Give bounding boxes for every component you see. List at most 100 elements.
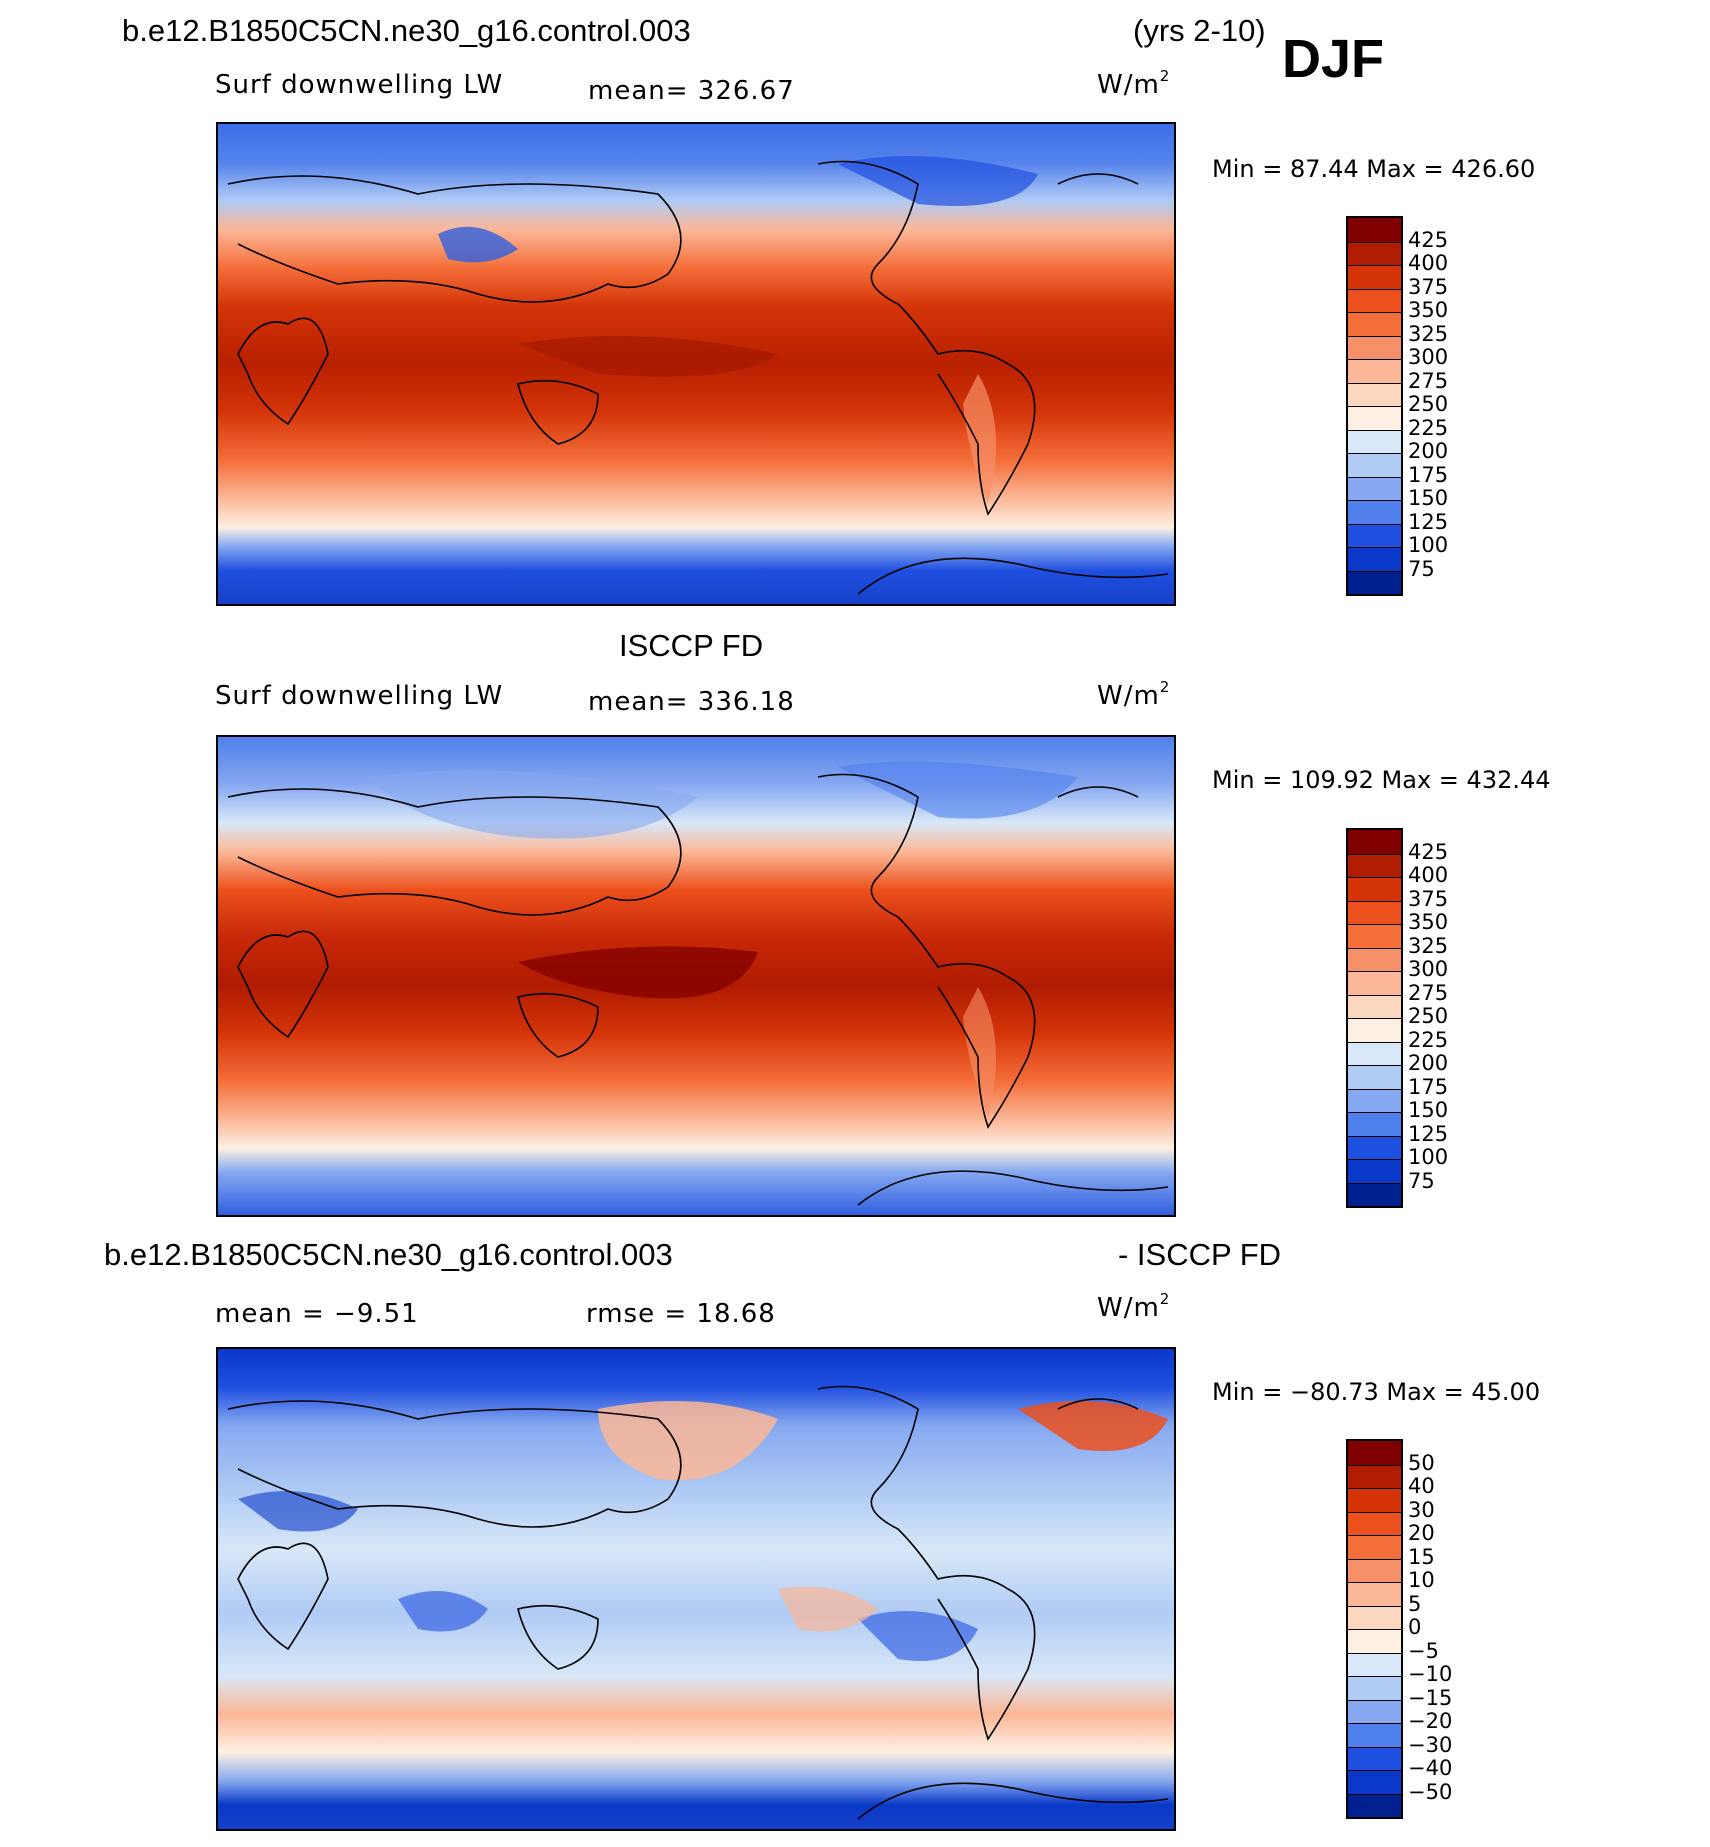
colorbar-tick-label: 40 [1408, 1474, 1435, 1498]
colorbar-tick-label: 0 [1408, 1615, 1422, 1639]
colorbar-tick-label: 15 [1408, 1544, 1435, 1569]
panel1-minmax: Min = 87.44 Max = 426.60 [1212, 155, 1536, 183]
panel3-units: W/m2 [1097, 1290, 1171, 1323]
colorbar-tick-label: 125 [1408, 509, 1449, 534]
colorbar-tick-label: 200 [1408, 1051, 1449, 1075]
season-label: DJF [1282, 29, 1385, 89]
colorbar-segment [1348, 1488, 1401, 1512]
colorbar-tick-label: 425 [1408, 839, 1449, 864]
panel3-mean: mean = −9.51 [215, 1299, 419, 1329]
colorbar-tick-label: −40 [1408, 1756, 1453, 1780]
colorbar-segment [1348, 924, 1401, 948]
model-lw-map [218, 124, 1174, 604]
colorbar-segment [1348, 218, 1401, 242]
colorbar-tick-label: 150 [1408, 1098, 1449, 1122]
colorbar-segment [1348, 1135, 1401, 1159]
colorbar-segment [1348, 1723, 1401, 1747]
panel3-minmax: Min = −80.73 Max = 45.00 [1212, 1378, 1541, 1406]
colorbar-segment [1348, 994, 1401, 1018]
colorbar-tick-label: −50 [1408, 1779, 1453, 1804]
colorbar-tick-label: 250 [1408, 392, 1449, 416]
colorbar-segment [1348, 1582, 1401, 1606]
colorbar-tick-label: 325 [1408, 321, 1449, 346]
panel3-rmse: rmse = 18.68 [586, 1299, 776, 1329]
colorbar-segment [1348, 1464, 1401, 1488]
colorbar-tick-label: 200 [1408, 439, 1449, 463]
colorbar-segment [1348, 1112, 1401, 1136]
colorbar-tick-label: 30 [1408, 1497, 1435, 1522]
panel2-map [216, 735, 1176, 1217]
colorbar-tick-label: 75 [1408, 1168, 1435, 1193]
colorbar-segment [1348, 547, 1401, 571]
colorbar-segment [1348, 830, 1401, 854]
colorbar-segment [1348, 971, 1401, 995]
colorbar-segment [1348, 853, 1401, 877]
colorbar-tick-label: −15 [1408, 1685, 1453, 1710]
colorbar-tick-label: 400 [1408, 863, 1449, 887]
colorbar-segment [1348, 1065, 1401, 1089]
diff-lw-map [218, 1349, 1174, 1829]
colorbar-segment [1348, 1605, 1401, 1629]
colorbar-tick-label: 275 [1408, 980, 1449, 1005]
colorbar-tick-label: 400 [1408, 251, 1449, 275]
panel2-title: ISCCP FD [619, 628, 764, 663]
colorbar-segment [1348, 1511, 1401, 1535]
colorbar-segment [1348, 1041, 1401, 1065]
colorbar-tick-label: 10 [1408, 1568, 1435, 1592]
colorbar-tick-label: 175 [1408, 462, 1449, 487]
colorbar-segment [1348, 1018, 1401, 1042]
colorbar-segment [1348, 900, 1401, 924]
colorbar-tick-label: −20 [1408, 1709, 1453, 1733]
panel2-variable: Surf downwelling LW [215, 681, 504, 711]
colorbar-segment [1348, 1746, 1401, 1770]
colorbar-segment [1348, 523, 1401, 547]
colorbar-segment [1348, 1088, 1401, 1112]
colorbar-segment [1348, 500, 1401, 524]
colorbar-segment [1348, 288, 1401, 312]
panel1-units: W/m2 [1097, 67, 1171, 100]
colorbar-tick-label: −30 [1408, 1732, 1453, 1757]
colorbar-tick-label: 150 [1408, 486, 1449, 510]
colorbar-segment [1348, 241, 1401, 265]
panel1-map [216, 122, 1176, 606]
colorbar-segment [1348, 1535, 1401, 1559]
panel1-colorbar [1346, 216, 1403, 596]
colorbar-tick-label: 225 [1408, 415, 1449, 440]
panel3-title-right: - ISCCP FD [1118, 1237, 1282, 1272]
colorbar-tick-label: 425 [1408, 227, 1449, 252]
colorbar-segment [1348, 1770, 1401, 1794]
colorbar-segment [1348, 1182, 1401, 1206]
colorbar-tick-label: −10 [1408, 1662, 1453, 1686]
colorbar-tick-label: 325 [1408, 933, 1449, 958]
colorbar-segment [1348, 335, 1401, 359]
colorbar-segment [1348, 1676, 1401, 1700]
colorbar-tick-label: 225 [1408, 1027, 1449, 1052]
colorbar-tick-label: 5 [1408, 1591, 1422, 1616]
colorbar-tick-label: 75 [1408, 556, 1435, 581]
colorbar-segment [1348, 453, 1401, 477]
colorbar-tick-label: 375 [1408, 274, 1449, 299]
panel2-mean: mean= 336.18 [588, 687, 795, 717]
colorbar-tick-label: 250 [1408, 1004, 1449, 1028]
panel2-colorbar [1346, 828, 1403, 1208]
panel1-mean: mean= 326.67 [588, 76, 795, 106]
panel2-minmax: Min = 109.92 Max = 432.44 [1212, 766, 1551, 794]
colorbar-tick-label: −5 [1408, 1638, 1439, 1663]
colorbar-tick-label: 50 [1408, 1450, 1435, 1475]
panel3-colorbar [1346, 1439, 1403, 1819]
colorbar-tick-label: 275 [1408, 368, 1449, 393]
colorbar-tick-label: 300 [1408, 345, 1449, 369]
colorbar-segment [1348, 570, 1401, 594]
colorbar-segment [1348, 947, 1401, 971]
years-label: (yrs 2-10) [1133, 13, 1266, 48]
colorbar-tick-label: 350 [1408, 910, 1449, 934]
colorbar-tick-label: 20 [1408, 1521, 1435, 1545]
colorbar-segment [1348, 1159, 1401, 1183]
panel2-units: W/m2 [1097, 678, 1171, 711]
colorbar-segment [1348, 1558, 1401, 1582]
panel3-title-left: b.e12.B1850C5CN.ne30_g16.control.003 [104, 1237, 673, 1272]
colorbar-segment [1348, 1441, 1401, 1465]
panel1-variable: Surf downwelling LW [215, 70, 504, 100]
colorbar-segment [1348, 1699, 1401, 1723]
panel3-map [216, 1347, 1176, 1831]
